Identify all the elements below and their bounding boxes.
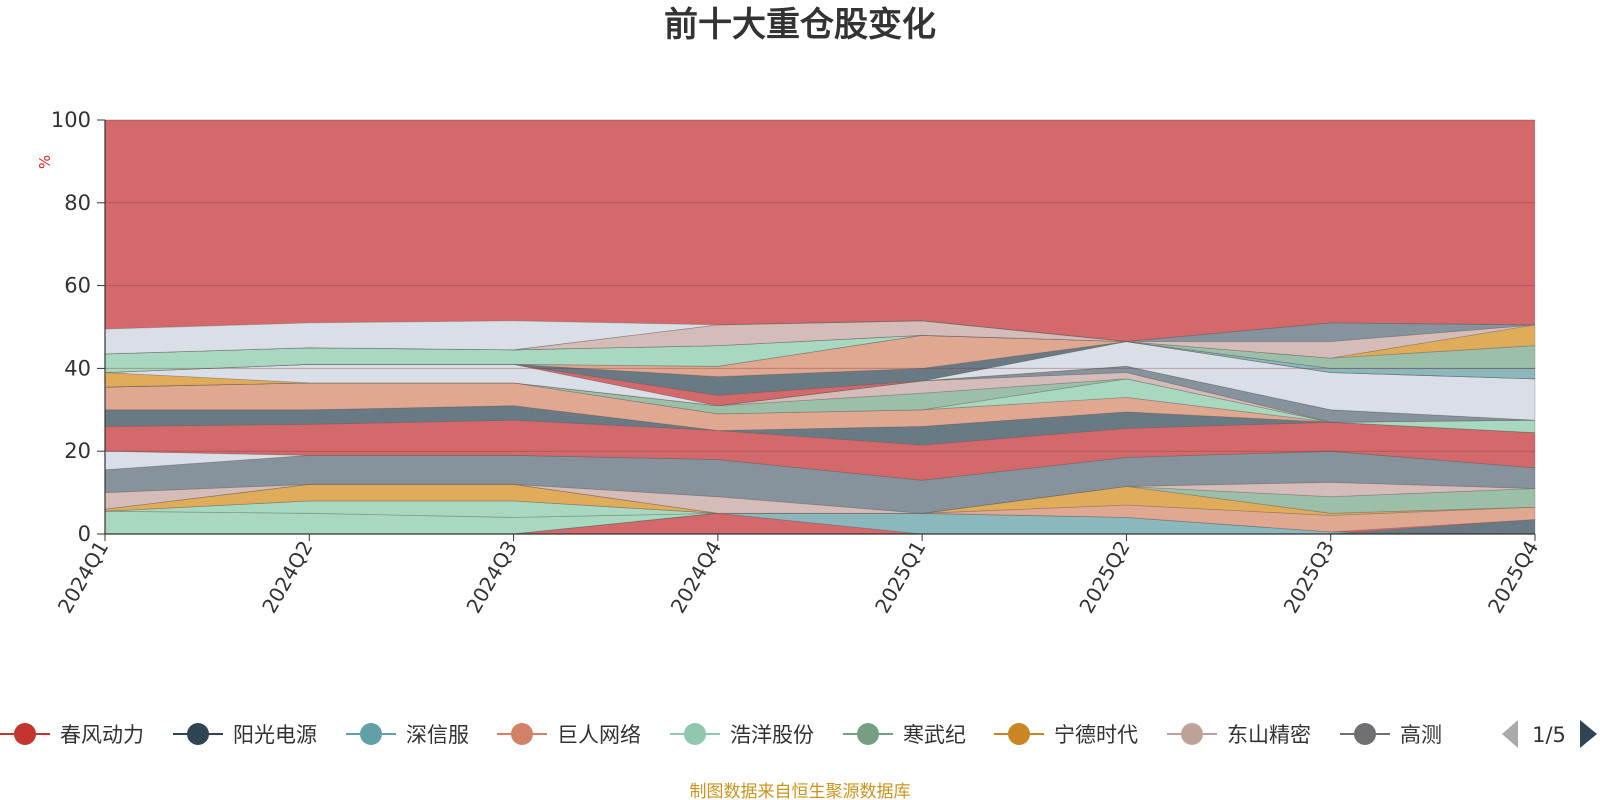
legend-label: 宁德时代: [1054, 723, 1138, 747]
x-tick-label: 2024Q2: [257, 537, 317, 618]
area-band-5: [104, 500, 1536, 533]
legend-next-arrow-icon[interactable]: [1580, 720, 1597, 748]
legend-item[interactable]: 东山精密: [1167, 723, 1311, 747]
legend-marker: [14, 723, 36, 745]
y-axis-unit: %: [36, 155, 54, 169]
legend-item[interactable]: 春风动力: [0, 723, 144, 747]
area-band-25: [104, 334, 1536, 369]
legend-marker: [1354, 723, 1376, 745]
legend-label: 东山精密: [1227, 723, 1311, 747]
x-tick-label: 2025Q2: [1074, 537, 1134, 618]
legend-label: 阳光电源: [233, 723, 317, 747]
legend-item[interactable]: 巨人网络: [497, 723, 641, 747]
area-band-9: [104, 450, 1536, 514]
legend-marker: [857, 723, 879, 745]
legend-label: 春风动力: [60, 723, 144, 747]
legend-marker: [511, 723, 533, 745]
y-tick-label: 0: [78, 522, 91, 546]
area-band-26: [104, 324, 1536, 359]
legend-item[interactable]: 浩洋股份: [670, 723, 814, 747]
x-tick-label: 2025Q1: [870, 537, 930, 618]
legend-item[interactable]: 阳光电源: [173, 723, 317, 747]
data-source-footer: 制图数据来自恒生聚源数据库: [690, 782, 911, 800]
legend-item[interactable]: 高测: [1340, 723, 1442, 747]
legend-label: 巨人网络: [557, 723, 641, 747]
legend-label: 浩洋股份: [730, 723, 814, 747]
plot-area: [104, 120, 1536, 535]
y-tick-label: 80: [64, 191, 91, 215]
x-tick-label: 2024Q4: [666, 537, 726, 618]
legend-items: 春风动力 阳光电源 深信服 巨人网络 浩洋股份 寒武纪 宁德时代 东山精密 高测: [0, 723, 1442, 747]
x-tick-label: 2025Q3: [1279, 537, 1339, 618]
x-tick-label: 2025Q4: [1483, 537, 1543, 618]
legend-marker: [1181, 723, 1203, 745]
legend-marker: [187, 723, 209, 745]
legend-prev-arrow-icon[interactable]: [1502, 720, 1518, 748]
y-tick-label: 40: [64, 356, 91, 380]
legend-marker: [684, 723, 706, 745]
legend-label: 高测: [1400, 723, 1442, 747]
legend-page-indicator: 1/5: [1532, 723, 1566, 747]
legend-item[interactable]: 深信服: [346, 723, 469, 747]
y-tick-label: 20: [64, 439, 91, 463]
legend-item[interactable]: 寒武纪: [843, 723, 966, 747]
y-tick-label: 60: [64, 274, 91, 298]
area-band-29: [104, 320, 1536, 355]
legend-marker: [1008, 723, 1030, 745]
legend-item[interactable]: 宁德时代: [994, 723, 1138, 747]
gridlines: [105, 119, 1535, 452]
chart-title: 前十大重仓股变化: [664, 5, 936, 45]
x-tick-label: 2024Q1: [53, 537, 113, 618]
legend-marker: [360, 723, 382, 745]
y-tick-label: 100: [51, 108, 91, 132]
legend-label: 深信服: [406, 723, 469, 747]
legend-label: 寒武纪: [903, 723, 966, 747]
legend: 春风动力 阳光电源 深信服 巨人网络 浩洋股份 寒武纪 宁德时代 东山精密 高测 1/5: [0, 720, 1597, 748]
x-tick-label: 2024Q3: [461, 537, 521, 618]
